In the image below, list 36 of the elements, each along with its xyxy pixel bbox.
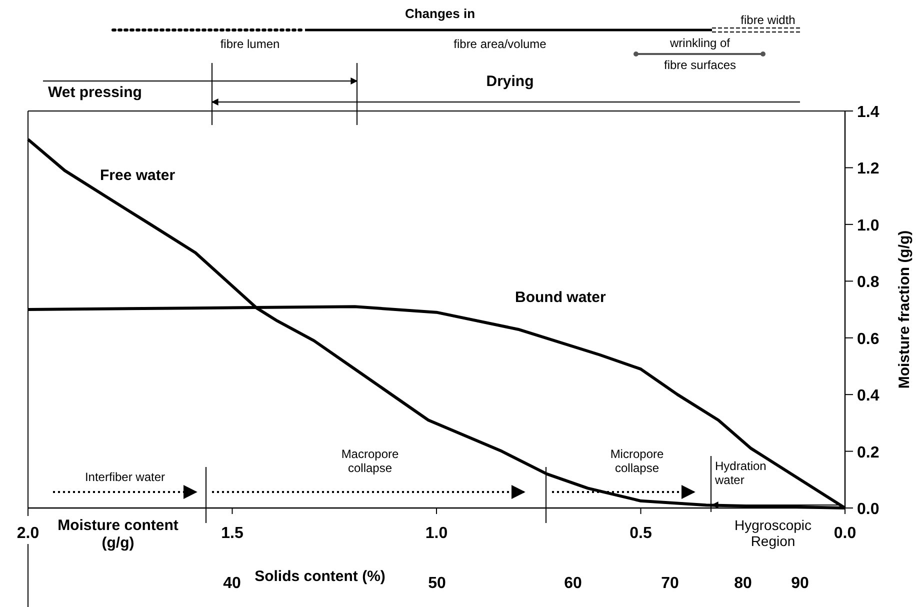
x-tick-label: 1.0 <box>425 525 448 542</box>
x-tick-label: 0.0 <box>834 525 856 542</box>
y-tick-label: 0.4 <box>857 388 880 405</box>
y-axis-title: Moisture fraction (g/g) <box>896 230 913 389</box>
text: fibre area/volume <box>454 37 547 51</box>
annotation: Macropore collapse <box>341 447 400 475</box>
x-tick-label: 0.5 <box>630 525 652 542</box>
y-tick-label: 1.2 <box>857 160 880 178</box>
y-tick-label: 0.0 <box>857 501 880 518</box>
annotation: Hydration water <box>714 459 766 487</box>
text: 50 <box>428 575 446 592</box>
text: Drying <box>486 73 534 90</box>
x-axis-title: Moisture content (g/g) <box>58 517 178 552</box>
y-tick-label: 0.8 <box>857 274 880 292</box>
text: 60 <box>564 575 582 592</box>
series-label: Bound water <box>515 289 606 306</box>
x-tick-label: 1.5 <box>221 525 244 542</box>
text: Solids content (%) <box>254 568 386 585</box>
text: Changes in <box>404 6 476 21</box>
text: 90 <box>791 575 809 592</box>
text: 70 <box>661 575 679 592</box>
text: fibre lumen <box>220 37 280 51</box>
y-tick-label: 0.6 <box>857 330 880 348</box>
y-tick-label: 0.2 <box>857 444 880 462</box>
series-label: Free water <box>100 167 176 184</box>
x-tick-label: 2.0 <box>16 525 40 542</box>
text: Hygroscopic Region <box>734 517 812 550</box>
text: fibre width <box>740 13 796 27</box>
text: wrinkling of fibre surfaces <box>664 36 736 72</box>
text: Wet pressing <box>48 84 142 101</box>
y-tick-label: 1.4 <box>857 104 880 121</box>
text: 40 <box>223 575 241 592</box>
text: 80 <box>734 575 752 592</box>
annotation: Interfiber water <box>84 470 166 484</box>
y-tick-label: 1.0 <box>857 217 880 234</box>
annotation: Micropore collapse <box>610 447 664 475</box>
